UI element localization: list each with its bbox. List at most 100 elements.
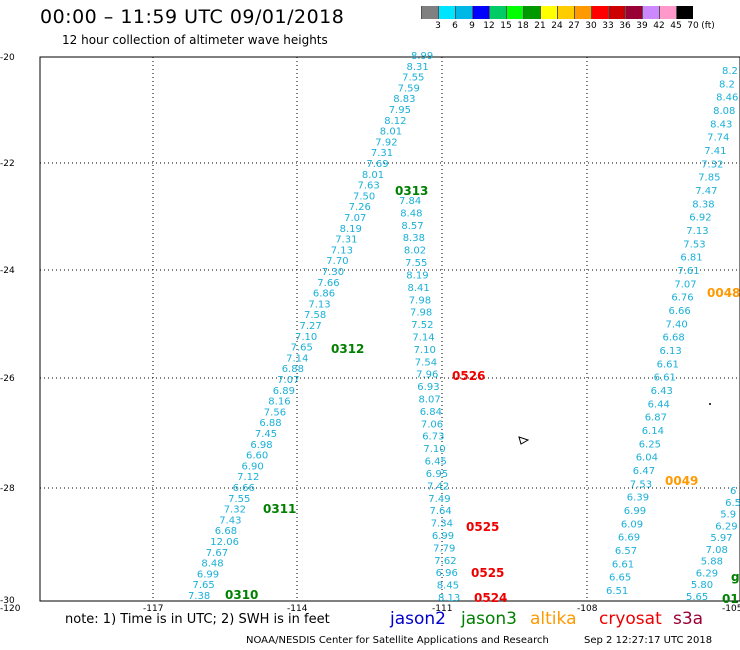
- wave-height-value: 6.98: [250, 440, 272, 451]
- color-scale-label: 24: [551, 21, 563, 31]
- color-swatch: [455, 6, 472, 19]
- wave-height-value: 8.2: [719, 79, 735, 90]
- wave-height-value: 7.32: [701, 159, 723, 170]
- axis-tick-labels: -20 -22 -24 -26 -28 -30-120 -117 -114 -111 -108 -1…: [0, 53, 740, 614]
- color-scale-label: 30: [585, 21, 597, 31]
- longitude-tick-label: -108: [577, 604, 598, 614]
- wave-height-value: 7.30: [322, 267, 344, 278]
- wave-height-value: 6.51: [606, 586, 628, 597]
- wave-height-value: 6.90: [242, 461, 264, 472]
- pass-time-label: 01: [722, 592, 739, 606]
- color-swatch: [523, 6, 540, 19]
- wave-height-value: 7.74: [707, 133, 729, 144]
- latitude-tick-label: -26: [0, 374, 15, 384]
- wave-height-value: 7.43: [219, 515, 241, 526]
- color-scale-label: 9: [469, 21, 475, 31]
- color-swatch: [506, 6, 523, 19]
- wave-height-value: 7.66: [317, 278, 339, 289]
- wave-height-value: 7.10: [414, 345, 436, 356]
- wave-height-value: 7.64: [430, 506, 452, 517]
- wave-height-value: 7.70: [326, 256, 348, 267]
- color-swatch: [608, 6, 625, 19]
- wave-height-value: 5.9: [720, 510, 736, 521]
- wave-height-value: 6.47: [633, 466, 655, 477]
- color-swatch: [591, 6, 608, 19]
- color-scale-label: 45: [670, 21, 682, 31]
- wave-height-value: 7.27: [300, 321, 322, 332]
- wave-height-value: 7.32: [224, 505, 246, 516]
- wave-height-value: 7.61: [677, 266, 699, 277]
- wave-height-value: 6.96: [436, 568, 458, 579]
- wave-height-value: 7.13: [686, 226, 708, 237]
- pass-time-label: 0049: [665, 474, 698, 488]
- wave-height-value: 7.65: [291, 343, 313, 354]
- latitude-tick-label: -22: [0, 159, 15, 169]
- color-scale-label: (ft): [701, 21, 715, 31]
- wave-height-value: 8.19: [340, 224, 362, 235]
- wave-height-value: 7.06: [421, 419, 443, 430]
- color-swatch: [472, 6, 489, 19]
- wave-height-value: 6.43: [651, 386, 673, 397]
- color-scale-label: 12: [483, 21, 495, 31]
- wave-height-value: 8.2: [722, 66, 738, 77]
- wave-height-value: 7.47: [695, 186, 717, 197]
- legend-item-cryosat: cryosat: [599, 609, 662, 629]
- color-swatch: [642, 6, 659, 19]
- wave-height-value: 7.92: [375, 137, 397, 148]
- pass-time-label: 0525: [466, 520, 499, 534]
- wave-height-value: 6.93: [417, 382, 439, 393]
- wave-height-value: 6.65: [609, 573, 631, 584]
- wave-height-value: 7.52: [411, 320, 433, 331]
- wave-height-value: 7.53: [630, 479, 652, 490]
- wave-height-value: 6.60: [246, 451, 268, 462]
- wave-height-value: 6.29: [715, 521, 737, 532]
- color-scale-label: 36: [619, 21, 631, 31]
- wave-height-value: 7.50: [353, 191, 375, 202]
- wave-height-value: 6.45: [425, 457, 447, 468]
- color-swatch: [574, 6, 591, 19]
- pass-labels: 0313 0312 0311 0310 0526 0525 0525 0524 0048 0049…: [225, 184, 740, 606]
- wave-height-value: 6.39: [627, 493, 649, 504]
- wave-height-value: 7.96: [416, 370, 438, 381]
- latitude-tick-label: -24: [0, 266, 15, 276]
- color-swatch: [676, 6, 693, 19]
- wave-height-value: 8.01: [362, 170, 384, 181]
- wave-height-value: 7.67: [206, 548, 228, 559]
- wave-height-value: 7.40: [666, 319, 688, 330]
- wave-height-value: 7.69: [366, 159, 388, 170]
- wave-height-value: 6.57: [615, 546, 637, 557]
- pass-time-label: 0525: [471, 566, 504, 580]
- wave-height-value: 7.55: [405, 258, 427, 269]
- wave-height-value: 6.61: [654, 373, 676, 384]
- color-scale-label: 18: [517, 21, 529, 31]
- wave-height-value: 8.83: [393, 94, 415, 105]
- wave-height-value: 6.66: [233, 483, 255, 494]
- wave-height-value: 6.73: [422, 432, 444, 443]
- wave-height-value: 7.41: [704, 146, 726, 157]
- wave-height-value: 8.02: [404, 246, 426, 257]
- wave-height-value: 8.07: [419, 395, 441, 406]
- wave-height-value: 7.12: [237, 472, 259, 483]
- wave-height-value: 8.48: [400, 208, 422, 219]
- credit-text: NOAA/NESDIS Center for Satellite Applica…: [246, 635, 549, 646]
- map-subtitle: 12 hour collection of altimeter wave hei…: [62, 33, 328, 47]
- wave-height-value: 7.34: [431, 519, 453, 530]
- latitude-tick-label: -30: [0, 596, 15, 606]
- island-outline: [518, 436, 530, 445]
- wave-height-value: 7.13: [331, 245, 353, 256]
- wave-height-value: 6.84: [420, 407, 442, 418]
- wave-height-value: 6.61: [612, 559, 634, 570]
- wave-height-value: 7.31: [371, 148, 393, 159]
- color-swatch: [540, 6, 557, 19]
- longitude-tick-label: -114: [287, 604, 308, 614]
- wave-height-value: 6.66: [669, 306, 691, 317]
- wave-height-value: 6.09: [621, 519, 643, 530]
- wave-height-value: 6.68: [215, 526, 237, 537]
- wave-height-value: 7.95: [389, 105, 411, 116]
- legend-item-altika: altika: [530, 609, 577, 629]
- wave-height-value: 6.99: [624, 506, 646, 517]
- wave-height-value: 7.26: [349, 202, 371, 213]
- wave-height-value: 7.85: [698, 173, 720, 184]
- longitude-tick-label: -105: [722, 604, 740, 614]
